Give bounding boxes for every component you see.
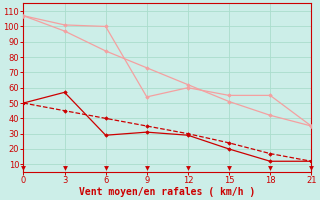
X-axis label: Vent moyen/en rafales ( km/h ): Vent moyen/en rafales ( km/h ) — [79, 187, 255, 197]
